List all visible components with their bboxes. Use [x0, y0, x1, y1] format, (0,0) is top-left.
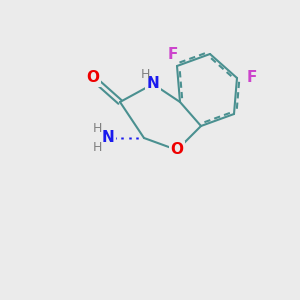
Text: H: H — [93, 122, 102, 135]
Text: N: N — [102, 130, 114, 146]
Text: H: H — [141, 68, 150, 81]
Text: F: F — [167, 47, 178, 62]
Text: N: N — [147, 76, 159, 92]
Text: O: O — [86, 70, 100, 86]
Text: H: H — [93, 141, 102, 154]
Text: F: F — [247, 70, 257, 86]
Text: O: O — [170, 142, 184, 158]
